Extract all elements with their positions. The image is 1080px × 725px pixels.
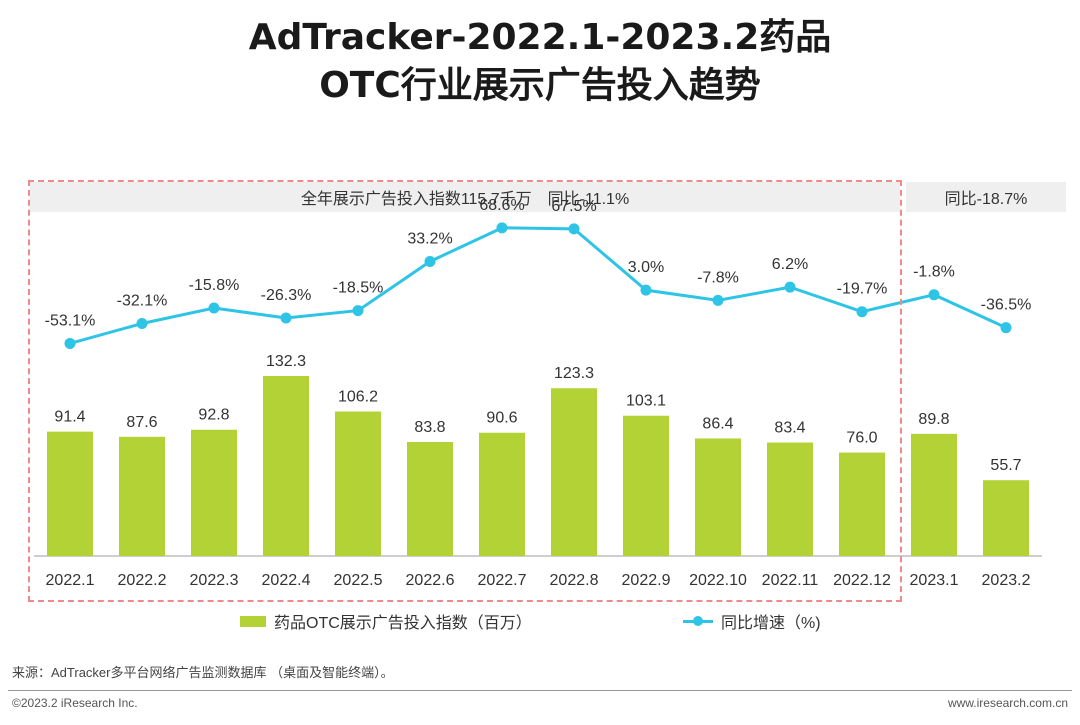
- legend-bar-label: 药品OTC展示广告投入指数（百万）: [274, 615, 532, 632]
- line-point-2023.2: [1000, 322, 1012, 334]
- line-point-2022.3: [208, 302, 220, 314]
- line-label-2022.9: 3.0%: [628, 259, 664, 276]
- line-label-2022.10: -7.8%: [697, 269, 739, 286]
- bar-series: [47, 376, 1029, 556]
- bar-2022.4: [263, 376, 309, 556]
- yoy-2023-banner: 同比-18.7%: [906, 182, 1066, 212]
- bar-label-2022.4: 132.3: [266, 353, 306, 370]
- line-label-2022.8: 67.5%: [551, 198, 596, 215]
- x-tick-2022.2: 2022.2: [118, 572, 167, 589]
- x-tick-2022.3: 2022.3: [190, 572, 239, 589]
- bar-2023.2: [983, 480, 1029, 556]
- line-point-2022.12: [856, 306, 868, 318]
- line-label-2022.7: 68.6%: [479, 197, 524, 214]
- legend-line-swatch: [683, 616, 713, 626]
- line-point-2022.8: [568, 223, 580, 235]
- chart-canvas: 91.4 87.6 92.8 132.3 106.2 83.8 90.6 123.3 103.1…: [34, 197, 1042, 589]
- data-labels: 91.4 87.6 92.8 132.3 106.2 83.8 90.6 123.3 103.1…: [45, 197, 1032, 474]
- bar-label-2022.6: 83.8: [414, 419, 445, 436]
- bar-2022.3: [191, 429, 237, 556]
- bar-label-2022.8: 123.3: [554, 365, 594, 382]
- x-tick-2022.10: 2022.10: [689, 572, 747, 589]
- chart-title: AdTracker-2022.1-2023.2药品 OTC行业展示广告投入趋势: [0, 14, 1080, 110]
- bar-2022.7: [479, 432, 525, 556]
- bar-label-2022.1: 91.4: [54, 409, 85, 426]
- x-tick-labels: 2022.1 2022.2 2022.3 2022.4 2022.5 2022.6 2022…: [46, 572, 1031, 589]
- annual-summary-banner: 全年展示广告投入指数115.7千万 同比-11.1%: [30, 182, 900, 212]
- data-source-note: 来源：AdTracker多平台网络广告监测数据库 （桌面及智能终端）。: [12, 665, 394, 680]
- legend-bar-swatch: [240, 615, 266, 627]
- line-point-2023.1: [928, 289, 940, 301]
- line-label-2023.2: -36.5%: [981, 297, 1032, 314]
- line-point-2022.4: [280, 312, 292, 324]
- line-label-2022.4: -26.3%: [261, 287, 312, 304]
- x-tick-2022.4: 2022.4: [262, 572, 311, 589]
- x-tick-2022.11: 2022.11: [762, 572, 819, 589]
- x-tick-2022.1: 2022.1: [46, 572, 95, 589]
- bar-label-2022.5: 106.2: [338, 389, 378, 406]
- bar-2022.2: [119, 436, 165, 556]
- copyright: ©2023.2 iResearch Inc.: [12, 696, 138, 710]
- x-tick-2022.8: 2022.8: [550, 572, 599, 589]
- bar-label-2022.9: 103.1: [626, 393, 666, 410]
- bar-label-2022.7: 90.6: [486, 410, 517, 427]
- x-tick-2022.9: 2022.9: [622, 572, 671, 589]
- line-label-2022.1: -53.1%: [45, 312, 96, 329]
- x-tick-2022.7: 2022.7: [478, 572, 527, 589]
- bar-label-2022.11: 83.4: [774, 420, 805, 437]
- bar-2022.12: [839, 452, 885, 556]
- bar-2022.1: [47, 431, 93, 556]
- bar-2022.8: [551, 388, 597, 556]
- bar-label-2022.3: 92.8: [198, 407, 229, 424]
- yoy-growth-line: [69, 226, 1007, 345]
- line-label-2022.6: 33.2%: [407, 230, 452, 247]
- bar-label-2022.2: 87.6: [126, 414, 157, 431]
- x-tick-2023.2: 2023.2: [982, 572, 1031, 589]
- x-tick-2023.1: 2023.1: [910, 572, 959, 589]
- bar-2023.1: [911, 433, 957, 556]
- line-label-2022.12: -19.7%: [837, 281, 888, 298]
- line-label-2023.1: -1.8%: [913, 264, 955, 281]
- x-tick-2022.5: 2022.5: [334, 572, 383, 589]
- line-label-2022.5: -18.5%: [333, 280, 384, 297]
- x-tick-2022.12: 2022.12: [833, 572, 891, 589]
- bar-label-2023.2: 55.7: [990, 457, 1021, 474]
- chart-title-line2: OTC行业展示广告投入趋势: [319, 65, 761, 106]
- year-2022-highlight-box: [28, 180, 902, 602]
- bar-2022.6: [407, 441, 453, 556]
- line-point-2022.2: [136, 317, 148, 329]
- legend-line-label: 同比增速（%): [721, 615, 821, 632]
- bar-label-2022.12: 76.0: [846, 430, 877, 447]
- bar-2022.10: [695, 438, 741, 556]
- footer-divider: [8, 690, 1072, 691]
- bar-label-2022.10: 86.4: [702, 415, 733, 432]
- line-label-2022.3: -15.8%: [189, 277, 240, 294]
- line-point-2022.5: [352, 305, 364, 317]
- line-point-2022.7: [496, 222, 508, 234]
- line-point-2022.1: [64, 337, 76, 349]
- bar-label-2023.1: 89.8: [918, 411, 949, 428]
- line-point-2022.6: [424, 255, 436, 267]
- line-label-2022.2: -32.1%: [117, 292, 168, 309]
- annual-summary-text: 全年展示广告投入指数115.7千万 同比-11.1%: [300, 191, 630, 208]
- x-tick-2022.6: 2022.6: [406, 572, 455, 589]
- bar-2022.9: [623, 415, 669, 556]
- website-link[interactable]: www.iresearch.com.cn: [947, 696, 1068, 710]
- line-label-2022.11: 6.2%: [772, 256, 808, 273]
- legend-line-series: 同比增速（%): [683, 608, 821, 634]
- line-point-2022.11: [784, 281, 796, 293]
- line-point-2022.9: [640, 284, 652, 296]
- yoy-2023-text: 同比-18.7%: [944, 191, 1028, 208]
- legend-bar-series: 药品OTC展示广告投入指数（百万）: [240, 608, 532, 634]
- line-point-2022.10: [712, 294, 724, 306]
- bar-2022.11: [767, 442, 813, 556]
- bar-2022.5: [335, 411, 381, 556]
- line-series: [64, 222, 1012, 349]
- chart-title-line1: AdTracker-2022.1-2023.2药品: [248, 17, 832, 58]
